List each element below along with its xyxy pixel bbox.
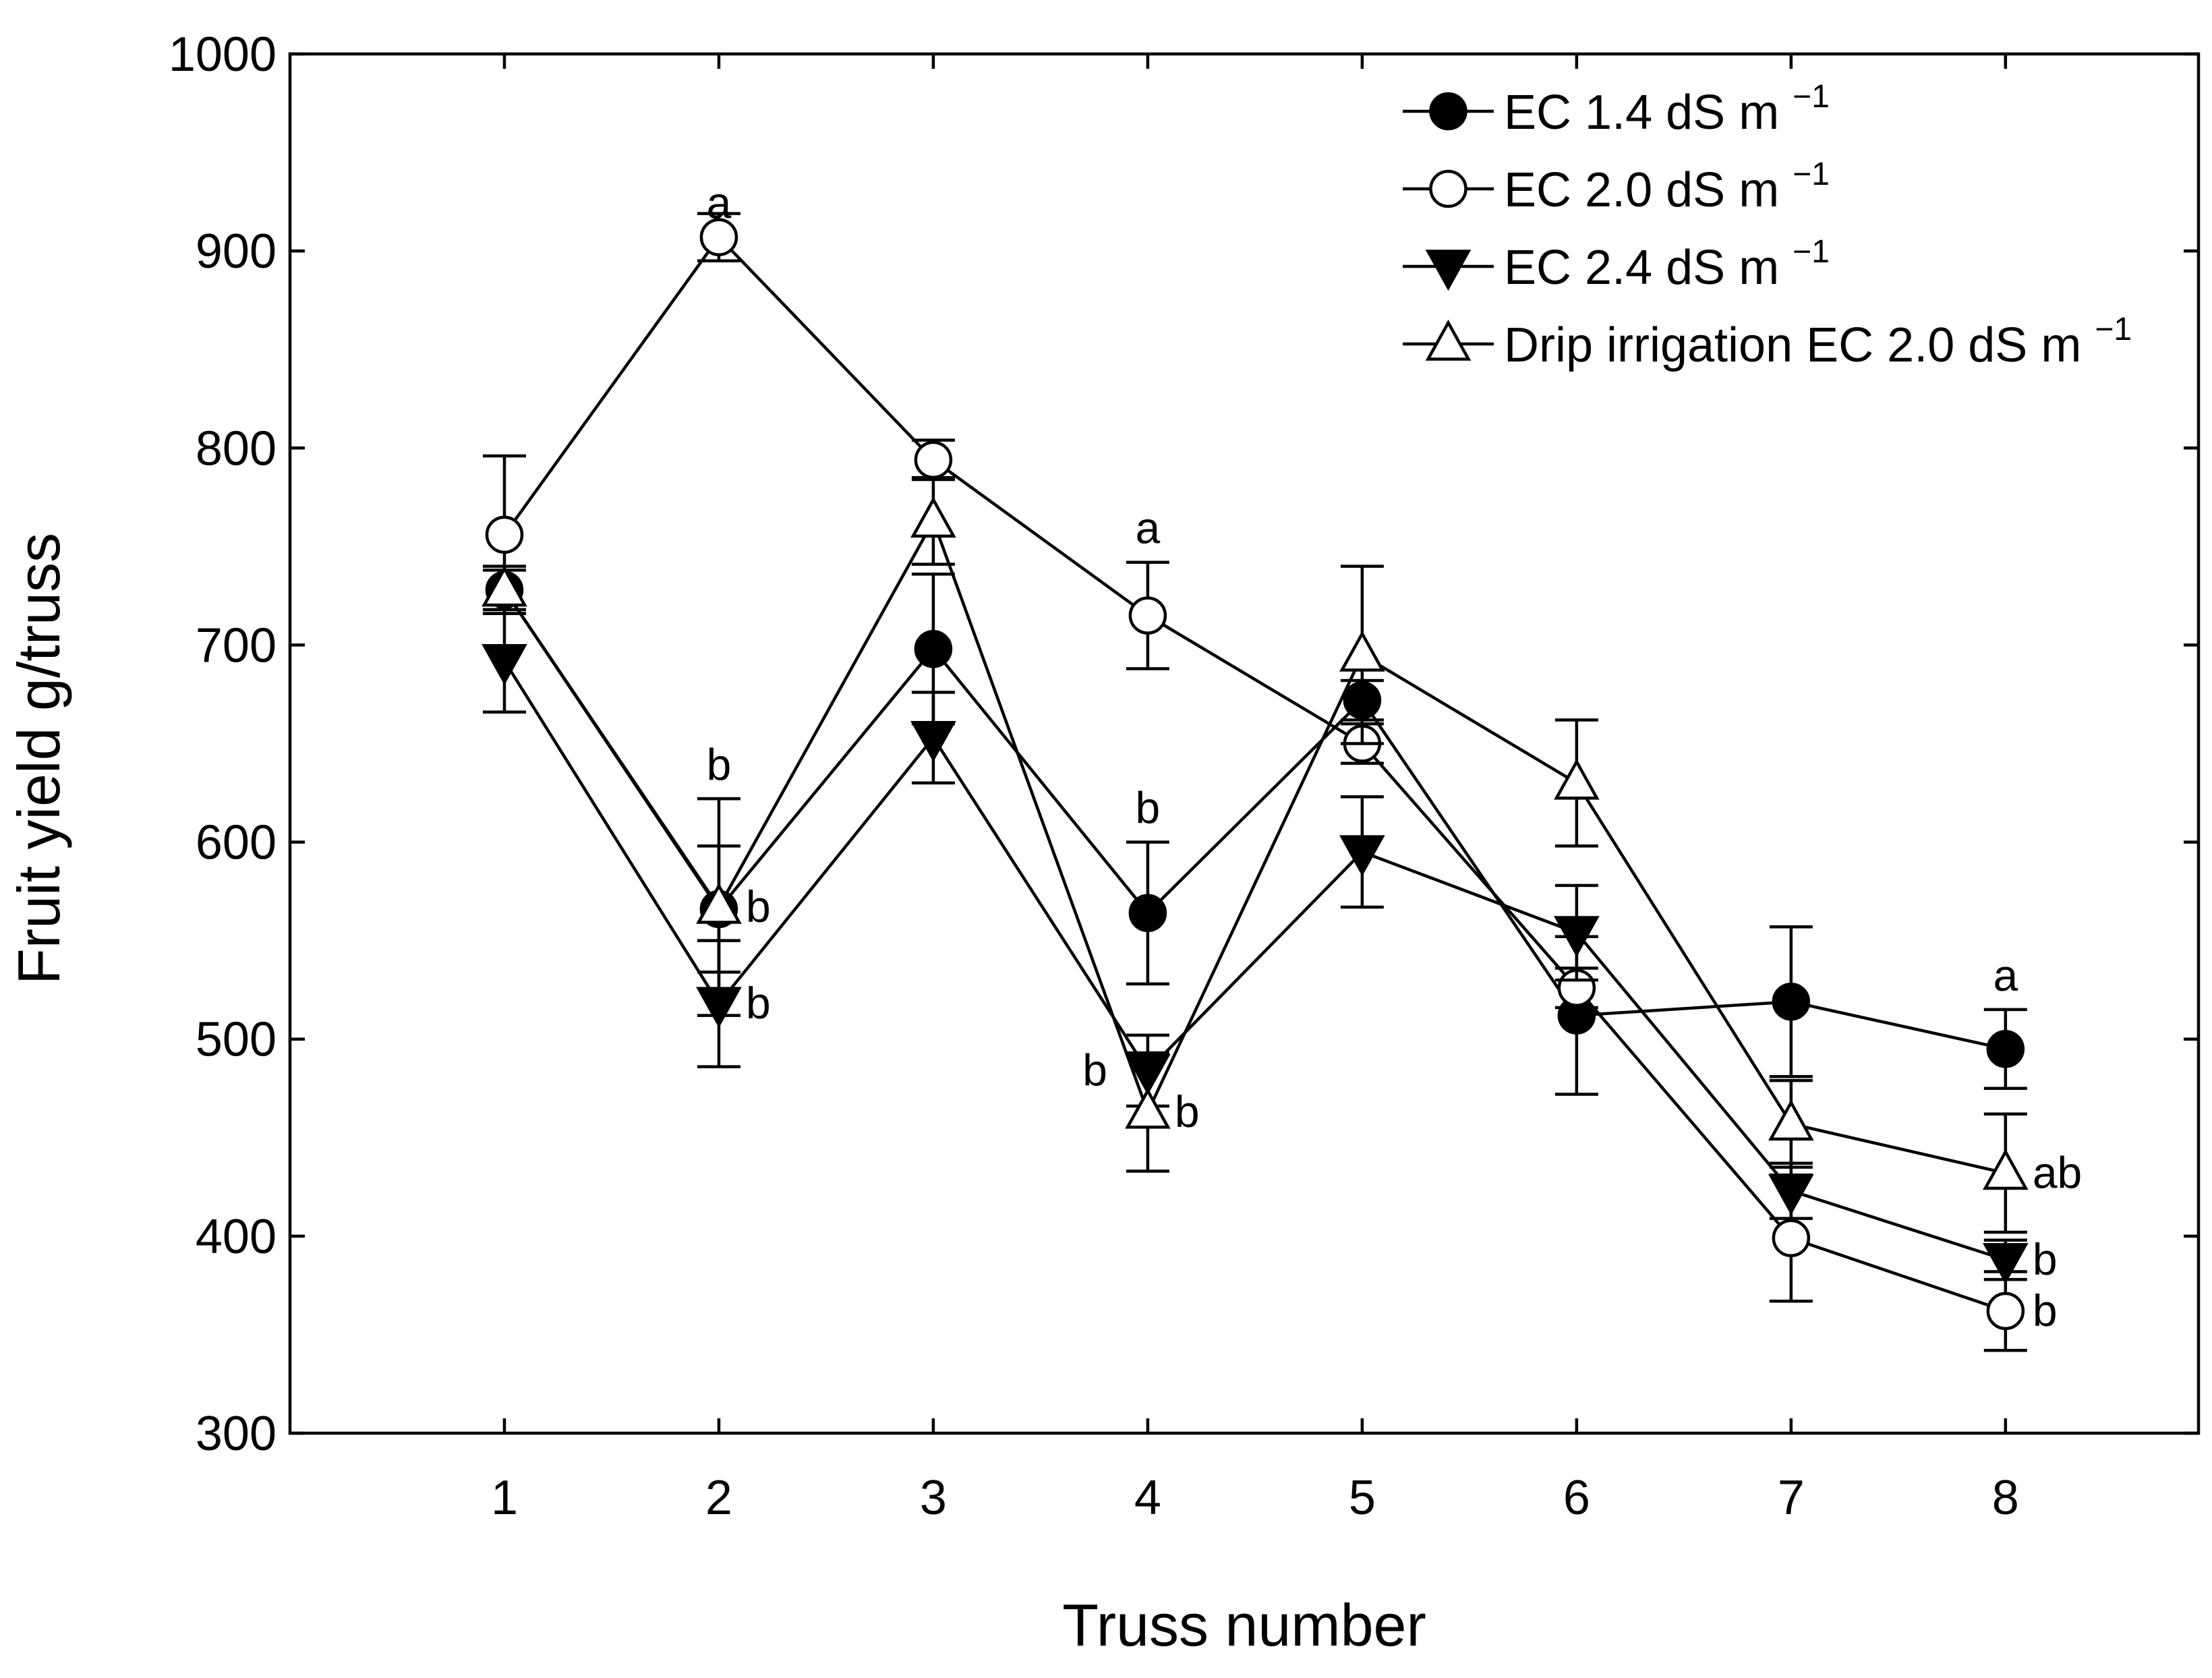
legend-unit-exponent: −1	[2095, 312, 2132, 347]
data-point	[910, 496, 956, 538]
legend: EC 1.4 dS m −1 EC 2.0 dS m −1 EC 2.4 dS m …	[1403, 79, 2132, 372]
data-point	[1986, 1292, 2025, 1331]
significance-label: ab	[2033, 1147, 2082, 1197]
data-point	[910, 720, 956, 762]
legend-unit-exponent: −1	[1793, 79, 1830, 115]
data-point	[1339, 835, 1385, 877]
y-tick-label: 800	[196, 422, 276, 475]
data-point	[1128, 596, 1167, 635]
series-4	[482, 475, 2029, 1234]
legend-marker	[1425, 250, 1472, 291]
x-tick-label: 5	[1349, 1471, 1376, 1525]
legend-unit-exponent: −1	[1793, 234, 1830, 270]
legend-label: Drip irrigation EC 2.0 dS m −1	[1504, 312, 2132, 372]
significance-label: b	[746, 881, 771, 931]
series-line	[503, 517, 2006, 1175]
legend-marker	[1429, 169, 1467, 208]
y-tick-label: 700	[196, 618, 276, 672]
axes: 300 400 500 600 700 800 900 1000 1 2 3 4 5 6 7 8	[169, 28, 2201, 1525]
data-point	[1982, 1149, 2029, 1190]
y-tick-label: 400	[196, 1210, 276, 1264]
series-line	[503, 235, 2006, 1313]
series-line	[503, 660, 2006, 1262]
data-point	[699, 218, 738, 256]
x-tick-label: 4	[1134, 1471, 1161, 1525]
data-point	[914, 630, 953, 668]
data-point	[1982, 1243, 2029, 1285]
data-point	[1986, 1030, 2025, 1068]
plot-frame	[288, 52, 2201, 1435]
data-point	[1554, 758, 1600, 800]
data-point	[1772, 1219, 1811, 1258]
significance-label: b	[1136, 783, 1161, 833]
data-point	[1768, 1099, 1814, 1141]
x-tick-label: 1	[491, 1471, 518, 1525]
y-axis-label: Fruit yield g/truss	[5, 533, 72, 985]
significance-label: b	[1175, 1087, 1200, 1136]
legend-label: EC 2.0 dS m −1	[1504, 156, 1830, 217]
y-tick-label: 300	[196, 1407, 276, 1461]
data-point	[1554, 916, 1600, 958]
data-point	[1772, 982, 1811, 1021]
significance-label: b	[1082, 1045, 1107, 1095]
significance-label: a	[707, 178, 732, 228]
x-tick-label: 7	[1778, 1471, 1805, 1525]
data-point	[485, 515, 524, 554]
legend-label: EC 2.4 dS m −1	[1504, 234, 1830, 295]
data-point	[482, 644, 527, 685]
legend-label: EC 1.4 dS m −1	[1504, 79, 1830, 140]
series-2	[482, 212, 2027, 1352]
data-point	[696, 882, 742, 924]
x-tick-label: 8	[1992, 1471, 2019, 1525]
data-point	[1125, 1087, 1171, 1129]
x-tick-label: 6	[1563, 1471, 1590, 1525]
legend-unit-exponent: −1	[1793, 156, 1830, 192]
significance-label: b	[746, 978, 771, 1028]
data-point	[914, 440, 953, 480]
y-tick-label: 500	[196, 1013, 276, 1067]
legend-entry: Drip irrigation EC 2.0 dS m −1	[1403, 312, 2132, 372]
data-point	[482, 565, 527, 607]
significance-label: b	[2033, 1234, 2058, 1284]
y-tick-label: 600	[196, 816, 276, 870]
data-point	[1768, 1174, 1814, 1215]
y-tick-label: 900	[196, 225, 276, 279]
significance-label: a	[1136, 503, 1161, 553]
significance-label: b	[2033, 1285, 2058, 1335]
x-tick-label: 3	[920, 1471, 947, 1525]
legend-entry: EC 2.4 dS m −1	[1403, 234, 1830, 295]
legend-marker	[1429, 92, 1467, 131]
data-point	[1339, 630, 1385, 672]
series-layer	[482, 212, 2029, 1352]
legend-marker	[1425, 319, 1472, 361]
series-line	[503, 589, 2006, 1051]
x-tick-label: 2	[705, 1471, 732, 1525]
series-3	[482, 608, 2029, 1285]
significance-label: a	[1993, 950, 2018, 1000]
x-axis-label: Truss number	[1062, 1592, 1426, 1658]
data-point	[1128, 894, 1167, 932]
y-tick-label: 1000	[169, 28, 276, 82]
significance-label: b	[707, 739, 732, 789]
legend-entry: EC 1.4 dS m −1	[1403, 79, 1830, 140]
legend-entry: EC 2.0 dS m −1	[1403, 156, 1830, 217]
